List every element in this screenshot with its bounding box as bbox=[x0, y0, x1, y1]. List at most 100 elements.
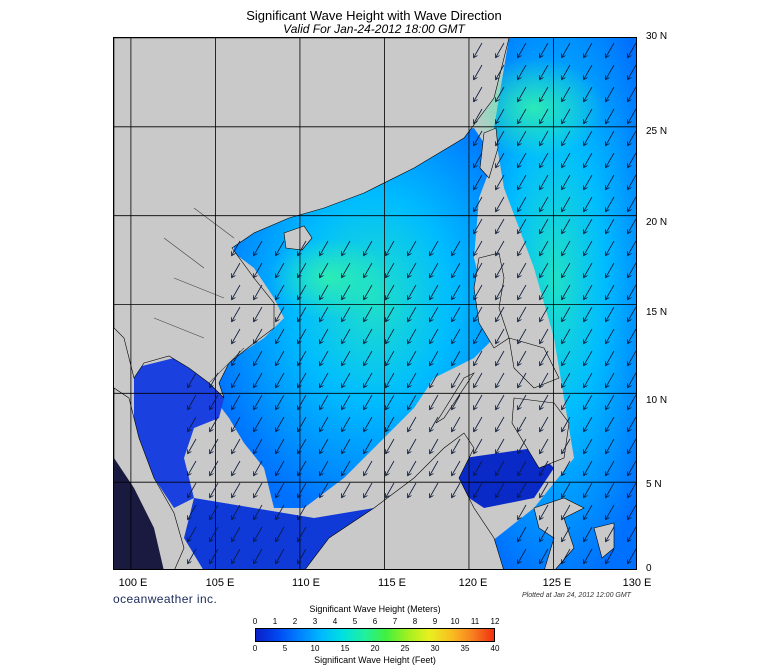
map-canvas bbox=[114, 38, 636, 569]
brand-logo-text: oceanweather inc. bbox=[113, 592, 218, 606]
wave-direction-arrow bbox=[584, 504, 593, 519]
meter-tick-label: 8 bbox=[412, 617, 418, 626]
wave-direction-arrow bbox=[496, 394, 505, 409]
wave-direction-arrow bbox=[298, 504, 307, 519]
wave-direction-arrow bbox=[540, 64, 549, 79]
wave-direction-arrow bbox=[540, 284, 549, 299]
wave-direction-arrow bbox=[298, 416, 307, 431]
wave-direction-arrow bbox=[298, 262, 307, 277]
wave-direction-arrow bbox=[320, 416, 329, 431]
wave-direction-arrow bbox=[606, 482, 615, 497]
wave-direction-arrow bbox=[584, 460, 593, 475]
wave-direction-arrow bbox=[606, 394, 615, 409]
wave-direction-arrow bbox=[430, 482, 439, 497]
wave-direction-arrow bbox=[408, 416, 417, 431]
wave-direction-arrow bbox=[452, 482, 461, 497]
wave-direction-arrow bbox=[496, 284, 505, 299]
wave-direction-arrow bbox=[474, 152, 483, 167]
wave-direction-arrow bbox=[320, 438, 329, 453]
gulf-of-thailand bbox=[134, 358, 224, 508]
wave-direction-arrow bbox=[496, 350, 505, 365]
wave-direction-arrow bbox=[628, 152, 636, 167]
wave-direction-arrow bbox=[386, 306, 395, 321]
feet-tick-label: 40 bbox=[490, 644, 500, 653]
wave-direction-arrow bbox=[606, 504, 615, 519]
wave-direction-arrow bbox=[584, 174, 593, 189]
wave-direction-arrow bbox=[430, 438, 439, 453]
wave-direction-arrow bbox=[606, 108, 615, 123]
wave-direction-arrow bbox=[276, 350, 285, 365]
wave-direction-arrow bbox=[606, 372, 615, 387]
wave-direction-arrow bbox=[254, 328, 263, 343]
wave-direction-arrow bbox=[188, 482, 197, 497]
wave-direction-arrow bbox=[606, 240, 615, 255]
wave-direction-arrow bbox=[254, 504, 263, 519]
wave-direction-arrow bbox=[628, 108, 636, 123]
wave-direction-arrow bbox=[562, 262, 571, 277]
wave-direction-arrow bbox=[496, 174, 505, 189]
wave-direction-arrow bbox=[584, 350, 593, 365]
wave-direction-arrow bbox=[474, 218, 483, 233]
wave-direction-arrow bbox=[474, 64, 483, 79]
wave-direction-arrow bbox=[364, 394, 373, 409]
wave-direction-arrow bbox=[364, 372, 373, 387]
wave-direction-arrow bbox=[496, 218, 505, 233]
wave-direction-arrow bbox=[298, 526, 307, 541]
wave-direction-arrow bbox=[584, 394, 593, 409]
feet-tick-label: 10 bbox=[310, 644, 320, 653]
wave-direction-arrow bbox=[628, 240, 636, 255]
wave-direction-arrow bbox=[606, 306, 615, 321]
wave-direction-arrow bbox=[276, 372, 285, 387]
wave-direction-arrow bbox=[562, 130, 571, 145]
wave-direction-arrow bbox=[562, 526, 571, 541]
wave-direction-arrow bbox=[342, 482, 351, 497]
wave-direction-arrow bbox=[298, 438, 307, 453]
wave-direction-arrow bbox=[408, 350, 417, 365]
lat-lon-grid bbox=[114, 38, 636, 569]
wave-direction-arrow bbox=[540, 306, 549, 321]
meter-tick-label: 0 bbox=[252, 617, 258, 626]
wave-direction-arrow bbox=[496, 438, 505, 453]
sumatra bbox=[114, 458, 164, 569]
wave-height-map bbox=[113, 37, 637, 570]
wave-direction-arrow bbox=[606, 548, 615, 563]
wave-direction-arrow bbox=[474, 240, 483, 255]
wave-direction-arrow bbox=[408, 438, 417, 453]
wave-direction-arrow bbox=[540, 438, 549, 453]
wave-direction-arrow bbox=[562, 504, 571, 519]
feet-tick-label: 25 bbox=[400, 644, 410, 653]
halmahera bbox=[593, 522, 615, 559]
wave-direction-arrow bbox=[188, 416, 197, 431]
wave-direction-arrow bbox=[452, 372, 461, 387]
wave-direction-arrow bbox=[232, 526, 241, 541]
wave-direction-arrow bbox=[232, 438, 241, 453]
wave-direction-arrow bbox=[320, 306, 329, 321]
wave-direction-arrow bbox=[540, 526, 549, 541]
wave-direction-arrow bbox=[342, 284, 351, 299]
wave-direction-arrow bbox=[276, 394, 285, 409]
lon-label-130e: 130 E bbox=[622, 577, 652, 589]
wave-direction-arrow bbox=[474, 262, 483, 277]
wave-direction-arrow bbox=[606, 42, 615, 57]
wave-direction-arrow bbox=[584, 218, 593, 233]
wave-direction-arrow bbox=[276, 460, 285, 475]
wave-direction-arrow bbox=[452, 306, 461, 321]
lon-label-115e: 115 E bbox=[378, 577, 406, 589]
wave-direction-arrow bbox=[320, 460, 329, 475]
wave-direction-arrow bbox=[474, 460, 483, 475]
wave-direction-arrow bbox=[628, 350, 636, 365]
wave-direction-arrow bbox=[276, 284, 285, 299]
map-title: Significant Wave Height with Wave Direct… bbox=[246, 8, 502, 23]
wave-direction-arrow bbox=[606, 438, 615, 453]
wave-direction-arrow bbox=[518, 86, 527, 101]
wave-direction-arrow bbox=[562, 108, 571, 123]
wave-direction-arrow bbox=[408, 240, 417, 255]
wave-direction-arrow bbox=[628, 548, 636, 563]
wave-direction-arrow bbox=[628, 394, 636, 409]
wave-direction-arrow bbox=[452, 460, 461, 475]
wave-direction-arrow bbox=[540, 482, 549, 497]
wave-direction-arrow bbox=[342, 240, 351, 255]
wave-direction-arrow bbox=[518, 548, 527, 563]
wave-direction-arrow bbox=[606, 328, 615, 343]
wave-direction-arrow bbox=[496, 130, 505, 145]
